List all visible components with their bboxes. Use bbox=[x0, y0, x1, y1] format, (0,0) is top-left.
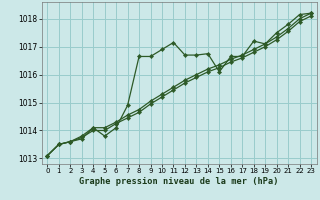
X-axis label: Graphe pression niveau de la mer (hPa): Graphe pression niveau de la mer (hPa) bbox=[79, 177, 279, 186]
